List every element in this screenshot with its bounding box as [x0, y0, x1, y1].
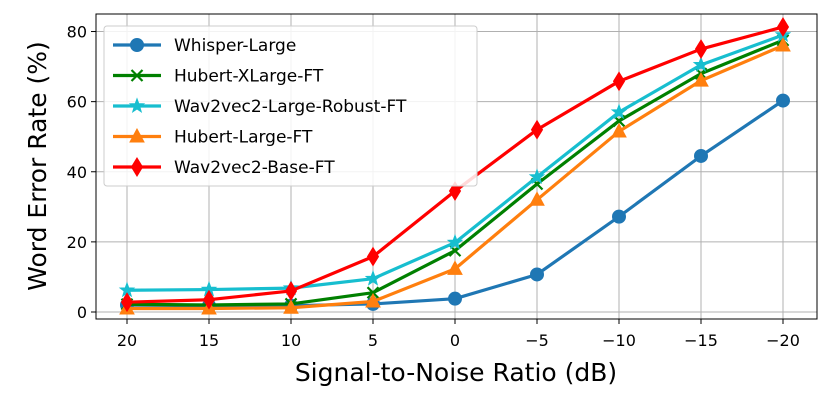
y-axis: 0 20 40 60 80 — [67, 23, 96, 322]
data-point — [366, 246, 380, 267]
data-point — [610, 103, 628, 120]
x-tick-label: 0 — [450, 331, 460, 350]
legend-marker — [130, 69, 144, 82]
legend-box — [103, 25, 478, 187]
data-point — [364, 270, 382, 286]
x-tick-label: 10 — [281, 331, 301, 350]
data-point — [120, 292, 134, 313]
legend-marker — [130, 157, 144, 177]
series-wav2vec2-base-ft — [120, 17, 790, 313]
series-group — [118, 17, 792, 315]
legend-label: Wav2vec2-Large-Robust-FT — [174, 97, 407, 117]
data-point — [694, 148, 708, 163]
data-point — [448, 291, 462, 306]
y-tick-label: 40 — [67, 163, 87, 182]
x-tick-label: −10 — [602, 331, 636, 350]
x-tick-label: −5 — [525, 331, 549, 350]
data-point — [530, 267, 544, 282]
y-tick-label: 0 — [77, 303, 87, 322]
legend-marker — [128, 97, 146, 114]
legend-label: Hubert-XLarge-FT — [174, 67, 324, 87]
legend-entry-wav2vec2-base-ft: Wav2vec2-Base-FT — [113, 157, 335, 178]
y-tick-label: 60 — [67, 93, 87, 112]
x-tick-label: 15 — [199, 331, 219, 350]
legend-marker — [130, 38, 144, 52]
data-point — [694, 39, 708, 60]
x-tick-label: −15 — [684, 331, 718, 350]
legend-label: Whisper-Large — [174, 36, 296, 56]
data-point — [202, 289, 216, 310]
legend-entry-wav2vec2-large-robust-ft: Wav2vec2-Large-Robust-FT — [113, 97, 407, 117]
plot-frame — [95, 13, 818, 320]
series-wav2vec2-large-robust-ft — [118, 26, 792, 298]
x-axis: 20 15 10 5 0 −5 −10 −15 −20 — [117, 319, 800, 350]
data-point — [283, 299, 299, 314]
legend-marker — [129, 127, 145, 143]
data-point — [612, 71, 626, 92]
data-point — [612, 209, 626, 224]
data-point — [775, 36, 791, 52]
x-tick-label: 20 — [117, 331, 137, 350]
data-point — [365, 292, 381, 308]
legend-label: Hubert-Large-FT — [174, 128, 313, 148]
legend-label: Wav2vec2-Base-FT — [174, 158, 335, 178]
data-point — [692, 56, 710, 72]
y-tick-label: 20 — [67, 233, 87, 252]
data-point — [776, 17, 790, 37]
data-point — [611, 122, 627, 138]
x-tick-label: −20 — [766, 331, 800, 350]
y-axis-title: Word Error Rate (%) — [23, 41, 52, 291]
legend-entry-whisper-large: Whisper-Large — [113, 36, 296, 56]
legend-entry-hubert-large-ft: Hubert-Large-FT — [113, 128, 313, 148]
data-point — [529, 191, 545, 206]
data-point — [776, 93, 790, 108]
data-point — [530, 119, 544, 140]
data-point — [447, 260, 463, 275]
x-tick-label: 5 — [368, 331, 378, 350]
data-point — [366, 286, 380, 299]
data-point — [284, 280, 298, 301]
y-tick-label: 80 — [67, 23, 87, 42]
x-axis-title: Signal-to-Noise Ratio (dB) — [295, 358, 617, 387]
data-point — [446, 233, 464, 250]
legend: Whisper-Large Hubert-XLarge-FT Wav2vec2-La… — [103, 25, 478, 187]
data-point — [448, 181, 462, 201]
legend-entry-hubert-xlarge-ft: Hubert-XLarge-FT — [113, 67, 324, 87]
data-point — [693, 72, 709, 87]
series-hubert-large-ft — [119, 36, 791, 315]
data-point — [528, 168, 546, 185]
